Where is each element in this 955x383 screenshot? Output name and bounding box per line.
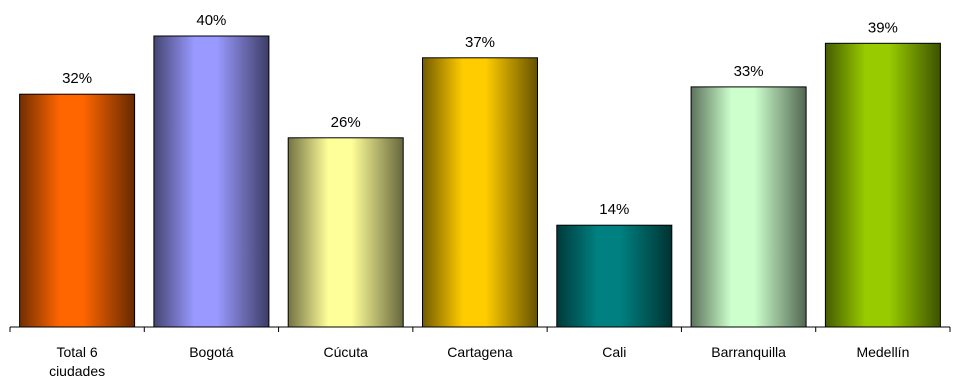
category-label: Total 6 (56, 344, 97, 360)
data-label: 14% (599, 201, 629, 218)
category-label: Barranquilla (711, 344, 786, 360)
category-labels: Total 6 ciudades Bogotá Cúcuta Cartagena Cali… (49, 344, 909, 379)
bar (824, 42, 941, 328)
data-label: 37% (465, 34, 495, 51)
bars-layer (19, 35, 941, 328)
data-label: 39% (868, 19, 898, 36)
bar (287, 137, 404, 328)
data-label: 40% (196, 12, 226, 29)
data-label: 26% (331, 114, 361, 131)
category-label: Cali (602, 344, 626, 360)
category-label: Cúcuta (324, 344, 369, 360)
x-axis-ticks (9, 327, 951, 332)
bar (422, 57, 538, 328)
category-label: Bogotá (189, 344, 234, 360)
bar (153, 35, 270, 328)
bar (690, 86, 807, 328)
bar (19, 93, 136, 328)
data-label: 32% (62, 70, 92, 87)
bar (556, 224, 673, 328)
category-label: ciudades (49, 363, 105, 379)
value-labels: 32% 40% 26% 37% 14% 33% 39% (62, 12, 898, 218)
category-label: Cartagena (447, 344, 513, 360)
data-label: 33% (734, 63, 764, 80)
category-label: Medellín (856, 344, 909, 360)
